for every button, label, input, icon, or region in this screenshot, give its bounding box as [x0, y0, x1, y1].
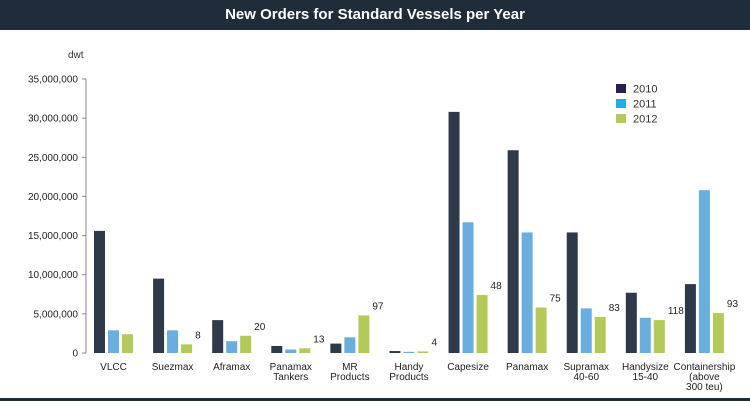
- x-category-label: Containership: [674, 362, 736, 373]
- data-label: 93: [727, 299, 739, 310]
- bar-2010: [330, 343, 342, 353]
- data-label: 118: [668, 306, 684, 317]
- x-category-label: Products: [330, 372, 369, 383]
- x-category-label: Handy: [395, 362, 424, 373]
- y-tick-label: 30,000,000: [28, 114, 78, 125]
- y-axis-unit-label: dwt: [68, 50, 84, 61]
- data-label: 83: [609, 303, 621, 314]
- x-category-label: Suezmax: [152, 362, 194, 373]
- bar-2012: [181, 344, 193, 353]
- bar-2012: [653, 320, 665, 353]
- bar-2012: [594, 316, 606, 353]
- bar-2011: [285, 349, 297, 353]
- bar-2010: [153, 278, 165, 353]
- x-category-label: Capesize: [447, 362, 489, 373]
- x-category-label: Handysize: [622, 362, 669, 373]
- x-category-label: Tankers: [273, 372, 308, 383]
- bar-2011: [167, 330, 179, 353]
- title-divider: [0, 30, 750, 32]
- x-category-label: (above: [689, 372, 720, 383]
- bar-2011: [698, 190, 710, 353]
- bar-2010: [448, 111, 460, 353]
- x-category-label: Aframax: [213, 362, 250, 373]
- bar-2010: [389, 351, 401, 353]
- bar-2011: [403, 351, 415, 353]
- data-label: 13: [313, 334, 325, 345]
- y-tick-label: 10,000,000: [28, 270, 78, 281]
- bar-2010: [507, 150, 519, 353]
- bar-2010: [271, 345, 283, 353]
- bar-2012: [358, 315, 370, 353]
- data-label: 4: [431, 337, 437, 348]
- bar-2012: [122, 334, 133, 353]
- legend-swatch-2011: [616, 99, 626, 108]
- bar-2011: [580, 308, 592, 353]
- bar-2011: [639, 317, 651, 353]
- y-tick-label: 0: [72, 349, 78, 360]
- x-category-label: VLCC: [100, 362, 127, 373]
- bar-2012: [299, 348, 311, 353]
- data-labels-group: 8 20 13 97 4 48 75 83 118 93: [195, 281, 738, 348]
- y-tick-label: 5,000,000: [34, 309, 79, 320]
- bar-2010: [94, 230, 105, 353]
- legend-swatch-2012: [616, 114, 626, 123]
- bar-2010: [625, 292, 637, 353]
- x-category-label: Panamax: [506, 362, 548, 373]
- bar-2010: [566, 232, 578, 353]
- legend-swatch-2010: [616, 84, 626, 93]
- y-tick-label: 25,000,000: [28, 153, 78, 164]
- bar-2011: [226, 341, 238, 353]
- bar-2012: [535, 307, 547, 353]
- legend-label-2011: 2011: [633, 99, 657, 111]
- bar-2010: [212, 320, 224, 353]
- x-category-label: MR: [342, 362, 358, 373]
- bar-2011: [108, 330, 119, 353]
- bar-2011: [462, 222, 474, 353]
- data-label: 97: [372, 301, 384, 312]
- bar-2011: [344, 337, 356, 353]
- bar-2012: [417, 351, 429, 353]
- x-axis: VLCC Suezmax Aframax PanamaxTankersMRProduc…: [100, 362, 736, 393]
- y-tick-label: 15,000,000: [28, 231, 78, 242]
- bars-group: [94, 111, 724, 353]
- legend: 2010 2011 2012: [616, 84, 657, 126]
- y-tick-label: 20,000,000: [28, 192, 78, 203]
- data-label: 8: [195, 330, 201, 341]
- x-category-label: Panamax: [270, 362, 312, 373]
- bottom-rule: [0, 398, 750, 401]
- bar-2011: [521, 232, 533, 353]
- data-label: 20: [254, 322, 266, 333]
- y-tick-label: 35,000,000: [28, 75, 78, 86]
- x-category-label: Products: [389, 372, 428, 383]
- data-label: 48: [491, 281, 503, 292]
- chart-title: New Orders for Standard Vessels per Year: [0, 0, 750, 30]
- legend-label-2012: 2012: [633, 114, 657, 126]
- bar-2012: [240, 335, 252, 353]
- x-category-label: 15-40: [633, 372, 659, 383]
- x-category-label: Supramax: [563, 362, 609, 373]
- legend-label-2010: 2010: [633, 84, 657, 96]
- x-category-label: 300 teu): [686, 382, 723, 393]
- y-axis: dwt 35,000,000 30,000,000 25,000,000 20,000,…: [28, 50, 87, 360]
- bar-2012: [712, 313, 724, 353]
- bar-2010: [684, 284, 696, 353]
- x-category-label: 40-60: [573, 372, 599, 383]
- bar-2012: [476, 295, 488, 353]
- data-label: 75: [550, 294, 562, 305]
